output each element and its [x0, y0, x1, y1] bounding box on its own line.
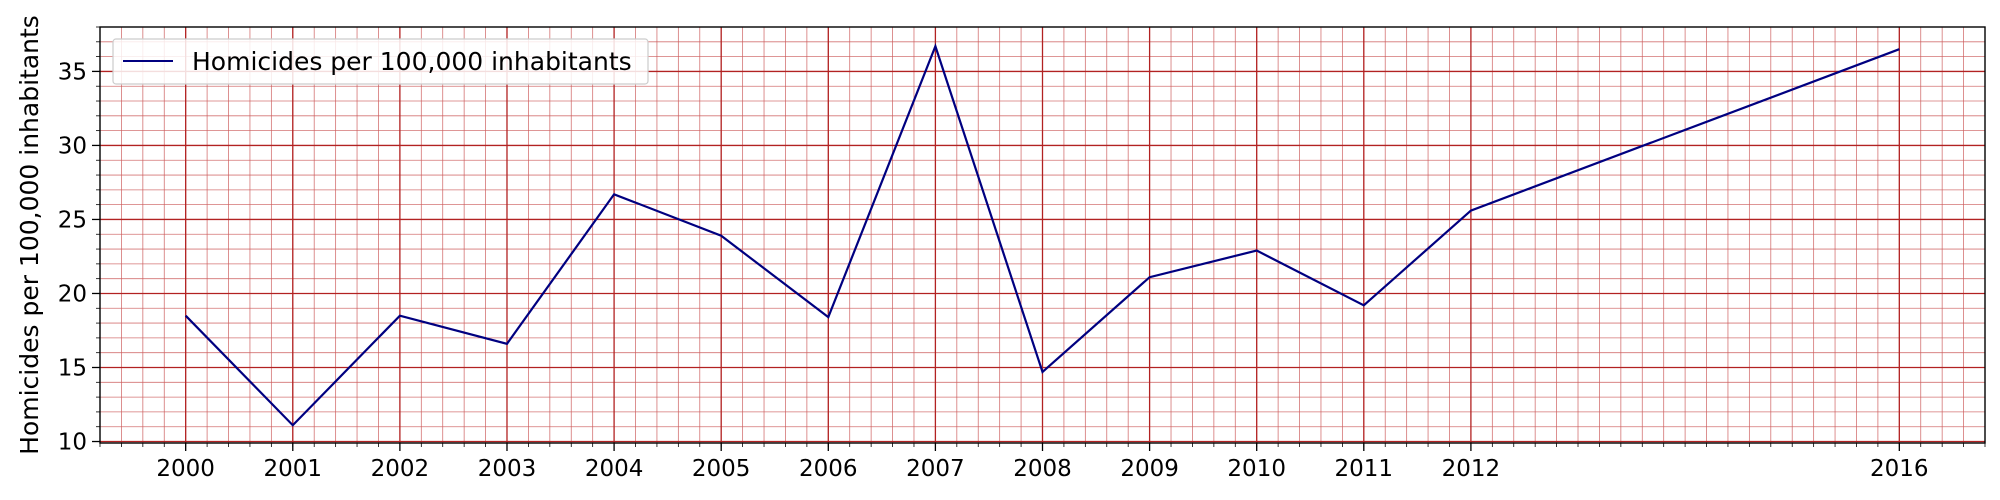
legend: Homicides per 100,000 inhabitants: [112, 38, 649, 85]
x-tick-label: 2006: [799, 456, 858, 482]
x-tick-label: 2005: [692, 456, 751, 482]
x-tick-label: 2010: [1227, 456, 1286, 482]
x-tick-label: 2001: [264, 456, 323, 482]
y-tick-label: 10: [58, 430, 87, 456]
x-tick-label: 2007: [906, 456, 965, 482]
x-tick-label: 2012: [1442, 456, 1501, 482]
legend-box: [112, 38, 649, 85]
y-tick-label: 25: [58, 207, 87, 233]
legend-entry-homicides: Homicides per 100,000 inhabitants: [192, 47, 632, 76]
y-tick-label: 15: [58, 355, 87, 381]
y-axis-label: Homicides per 100,000 inhabitants: [15, 15, 44, 455]
x-tick-label: 2016: [1870, 456, 1929, 482]
x-tick-label: 2000: [156, 456, 215, 482]
series-layer: [184, 43, 1900, 427]
major-grid: [100, 27, 1985, 443]
x-tick-label: 2002: [371, 456, 430, 482]
axis-ticks: [92, 26, 1986, 451]
x-tick-label: 2009: [1120, 456, 1179, 482]
x-tick-label: 2004: [585, 456, 644, 482]
x-tick-label: 2008: [1013, 456, 1072, 482]
series-line-0: [184, 43, 1900, 427]
x-tick-label: 2011: [1335, 456, 1394, 482]
x-tick-label: 2003: [478, 456, 537, 482]
y-tick-label: 20: [58, 281, 87, 307]
axis-tick-labels: 2000 2001 2002 2003 2004 2005 2006 2007 2008 2009…: [58, 59, 1929, 482]
y-tick-label: 35: [58, 59, 87, 85]
y-tick-label: 30: [58, 133, 87, 159]
